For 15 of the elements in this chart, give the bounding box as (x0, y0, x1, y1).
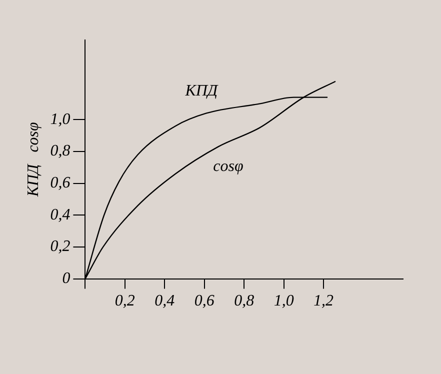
y-tick-label: 0,6 (50, 174, 70, 192)
x-tick-label: 1,0 (274, 292, 294, 310)
x-tick-label: 0,6 (194, 292, 214, 310)
series-label: КПД (184, 82, 218, 100)
y-tick-label: 0,4 (50, 206, 70, 224)
x-tick-label: 0,2 (114, 292, 135, 310)
x-tick-label: 0,4 (154, 292, 175, 310)
y-tick-label: 1,0 (50, 110, 70, 128)
series-label: cosφ (213, 158, 244, 175)
y-tick-label: 0 (62, 270, 70, 288)
y-tick-label: 0,2 (50, 238, 70, 256)
y-axis-title: КПД cosφ (24, 122, 42, 198)
x-tick-label: 0,8 (234, 292, 254, 310)
x-tick-label: 1,2 (314, 292, 334, 310)
y-tick-label: 0,8 (50, 142, 70, 160)
